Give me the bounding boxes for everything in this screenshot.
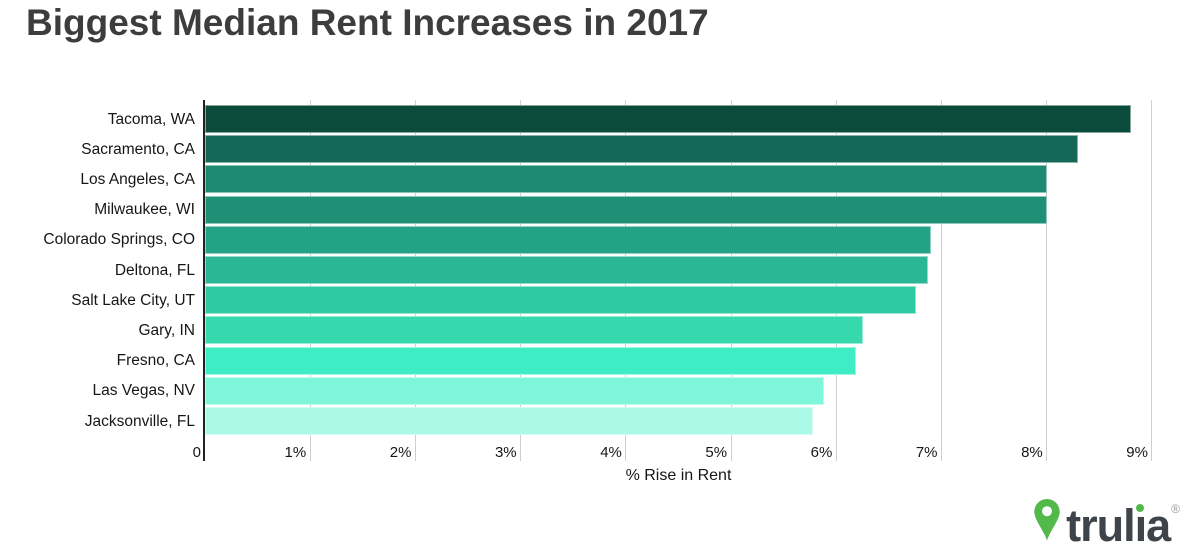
bar-milwaukee-wi [205, 195, 1047, 224]
bar-fresno-ca [205, 346, 857, 375]
x-tick-label-1: 1% [284, 444, 307, 461]
bar-deltona-fl [205, 256, 928, 284]
trulia-logo: trulı a ® [1034, 499, 1180, 548]
gridline-9 [1151, 100, 1153, 461]
wordmark-letter-i: ı [1134, 500, 1147, 551]
category-label-salt-lake-city-ut: Salt Lake City, UT [71, 291, 195, 309]
x-tick-label-7: 7% [915, 444, 938, 461]
x-tick-label-8: 8% [1021, 444, 1043, 461]
registered-trademark-symbol: ® [1171, 502, 1180, 516]
x-tick-label-6: 6% [810, 444, 833, 461]
bar-colorado-springs-co [205, 225, 932, 254]
category-label-tacoma-wa: Tacoma, WA [107, 110, 195, 128]
category-label-las-vegas-nv: Las Vegas, NV [92, 382, 195, 400]
x-tick-label-3: 3% [494, 444, 517, 461]
category-label-jacksonville-fl: Jacksonville, FL [84, 412, 195, 430]
category-label-colorado-springs-co: Colorado Springs, CO [43, 231, 195, 249]
bar-tacoma-wa [205, 105, 1131, 133]
x-tick-label-0: 0 [192, 444, 201, 461]
category-label-deltona-fl: Deltona, FL [114, 261, 195, 279]
category-label-fresno-ca: Fresno, CA [116, 352, 195, 370]
bar-gary-in [205, 316, 863, 345]
bar-jacksonville-fl [205, 407, 814, 435]
x-tick-label-9: 9% [1126, 444, 1148, 461]
x-tick-label-5: 5% [705, 444, 728, 461]
green-i-dot [1136, 504, 1145, 512]
category-label-gary-in: Gary, IN [138, 321, 195, 339]
map-pin-icon [1034, 499, 1060, 541]
gridline-7 [941, 100, 943, 461]
category-label-los-angeles-ca: Los Angeles, CA [80, 170, 195, 188]
category-label-milwaukee-wi: Milwaukee, WI [94, 201, 195, 219]
x-tick-label-2: 2% [389, 444, 412, 461]
bar-los-angeles-ca [205, 165, 1047, 194]
y-axis-line [203, 100, 205, 461]
x-tick-label-4: 4% [600, 444, 622, 461]
category-label-sacramento-ca: Sacramento, CA [81, 140, 195, 158]
x-axis-title: % Rise in Rent [625, 467, 732, 484]
trulia-wordmark: trulı a [1066, 500, 1171, 551]
bar-sacramento-ca [205, 135, 1079, 164]
bar-las-vegas-nv [205, 376, 824, 405]
bar-salt-lake-city-ut [205, 286, 917, 315]
page-title: Biggest Median Rent Increases in 2017 [26, 2, 709, 43]
gridline-8 [1046, 100, 1048, 461]
